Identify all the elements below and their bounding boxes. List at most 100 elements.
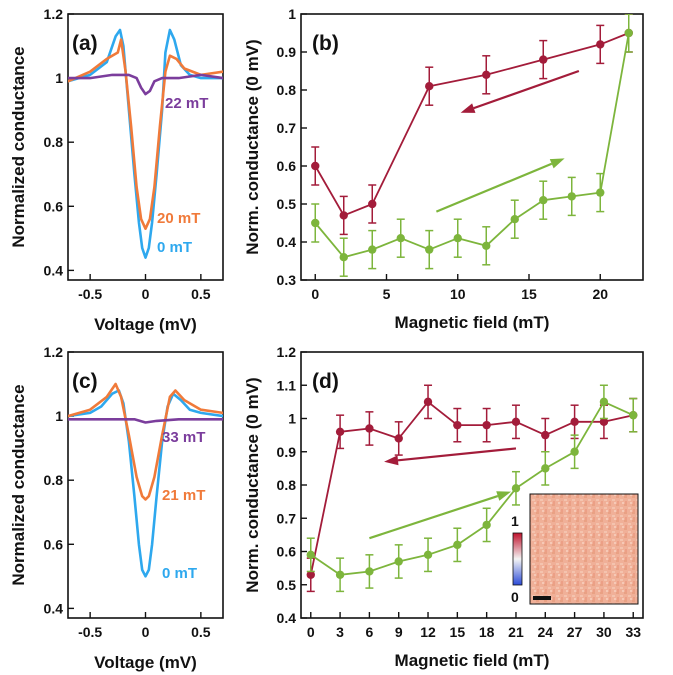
curve-label: 0 mT <box>157 239 192 256</box>
y-tick-label: 1.2 <box>44 6 64 22</box>
x-tick-label: 21 <box>508 624 524 640</box>
plot-frame <box>300 13 644 281</box>
x-tick-label: 9 <box>395 624 403 640</box>
data-point <box>482 70 491 80</box>
data-point <box>567 192 576 201</box>
x-tick-label: 0.5 <box>191 624 211 640</box>
data-point <box>624 28 633 38</box>
x-tick-label: 10 <box>450 286 466 302</box>
y-tick-label: 1.1 <box>277 377 297 393</box>
data-point <box>453 234 462 243</box>
trend-arrow-head <box>549 158 565 169</box>
inset-map <box>529 493 639 605</box>
data-point <box>365 567 374 576</box>
y-tick-label: 1 <box>288 411 296 427</box>
x-axis-label: Voltage (mV) <box>94 315 197 334</box>
panel-c-chart: -0.5 0 0.5 0.4 0.6 0.8 1 1.2 Voltage (mV) Normali… <box>9 344 224 672</box>
y-tick-label: 0.4 <box>44 600 64 616</box>
data-point <box>394 557 403 566</box>
y-tick-label: 0.8 <box>277 477 297 493</box>
data-point <box>368 199 377 209</box>
series-line <box>314 32 630 259</box>
y-tick-label: 0.7 <box>277 510 297 526</box>
y-tick-label: 0.4 <box>44 262 64 278</box>
plot-data <box>311 14 633 277</box>
data-point <box>539 55 548 64</box>
x-tick-label: -0.5 <box>78 624 102 640</box>
data-point <box>453 420 462 430</box>
panel-b-chart: 0 5 10 15 20 0.3 0.4 0.5 0.6 0.7 0.8 0.9 1 Magnetic f… <box>243 6 644 332</box>
x-tick-label: 0 <box>142 286 150 302</box>
data-point <box>629 410 638 420</box>
curve-label: 0 mT <box>162 565 197 582</box>
x-tick-label: 0.5 <box>191 286 211 302</box>
plot-data <box>306 384 638 593</box>
data-point <box>596 188 605 197</box>
scale-bar <box>533 596 551 600</box>
trend-arrow-head <box>496 491 512 501</box>
x-tick-label: 18 <box>479 624 495 640</box>
y-axis-label: Normalized conductance <box>9 384 28 585</box>
data-point <box>570 447 579 456</box>
curve-label: 21 mT <box>162 487 205 504</box>
y-axis-label: Normalized conductance <box>9 46 28 247</box>
y-tick-label: 0.7 <box>277 120 297 136</box>
y-tick-label: 0.6 <box>277 544 297 560</box>
y-tick-label: 0.6 <box>44 536 64 552</box>
y-tick-label: 0.3 <box>277 272 297 288</box>
data-point <box>306 570 315 579</box>
x-tick-label: 27 <box>567 624 583 640</box>
trend-arrow-shaft <box>369 494 499 540</box>
data-point <box>596 40 605 49</box>
y-axis-label: Norm. conductance (0 mV) <box>243 377 262 592</box>
series-line <box>309 400 635 576</box>
y-tick-label: 0.5 <box>277 196 297 212</box>
data-point <box>339 253 348 262</box>
x-tick-label: -0.5 <box>78 286 102 302</box>
y-tick-label: 0.4 <box>277 234 297 250</box>
y-tick-label: 0.8 <box>44 472 64 488</box>
data-point <box>539 196 548 205</box>
x-tick-label: 0 <box>142 624 150 640</box>
series-line <box>68 38 223 230</box>
x-tick-label: 5 <box>383 286 391 302</box>
trend-arrow-shaft <box>435 162 553 213</box>
data-point <box>311 218 320 228</box>
y-tick-label: 0.6 <box>277 158 297 174</box>
x-tick-label: 24 <box>537 624 553 640</box>
panel-label: (b) <box>312 32 339 55</box>
data-point <box>482 420 491 430</box>
data-point <box>423 397 433 407</box>
x-tick-label: 0 <box>307 624 315 640</box>
y-tick-label: 0.9 <box>277 444 297 460</box>
series-line <box>68 73 223 96</box>
data-point <box>511 417 521 427</box>
x-tick-label: 15 <box>450 624 466 640</box>
data-point <box>599 397 609 407</box>
x-tick-label: 15 <box>521 286 537 302</box>
x-tick-label: 33 <box>625 624 641 640</box>
x-tick-label: 30 <box>596 624 612 640</box>
x-axis-label: Magnetic field (mT) <box>395 313 550 332</box>
x-tick-label: 3 <box>336 624 344 640</box>
y-tick-label: 1.2 <box>277 344 297 360</box>
x-axis-label: Magnetic field (mT) <box>395 651 550 670</box>
colorbar-bottom-label: 0 <box>511 589 519 605</box>
data-point <box>394 434 403 443</box>
y-tick-label: 0.5 <box>277 577 297 593</box>
data-point <box>511 484 521 493</box>
data-point <box>335 570 345 579</box>
x-tick-label: 6 <box>366 624 374 640</box>
data-point <box>482 520 491 530</box>
curve-label: 20 mT <box>157 210 200 227</box>
y-tick-label: 0.9 <box>277 44 297 60</box>
data-point <box>510 215 519 224</box>
x-tick-label: 0 <box>311 286 319 302</box>
data-point <box>541 430 550 440</box>
y-tick-label: 1 <box>55 408 63 424</box>
y-tick-label: 1 <box>288 6 296 22</box>
y-tick-label: 0.6 <box>44 198 64 214</box>
colorbar <box>512 532 523 586</box>
trend-arrow-shaft <box>397 447 517 462</box>
trend-arrow-head <box>384 455 399 466</box>
